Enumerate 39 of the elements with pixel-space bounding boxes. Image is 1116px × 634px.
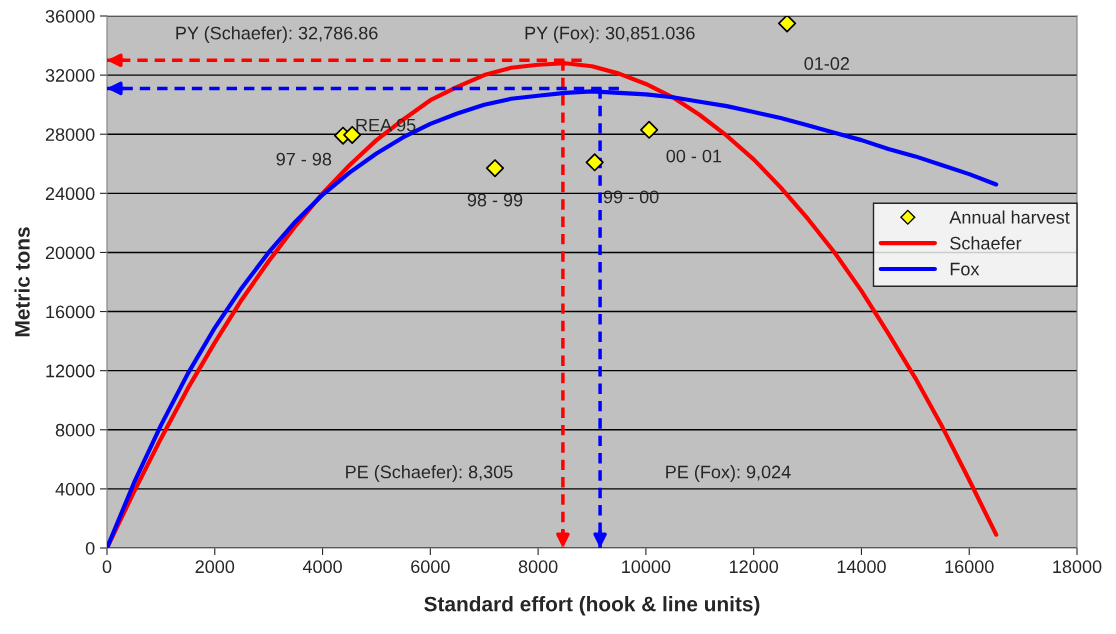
x-tick-label: 4000 <box>302 560 342 574</box>
x-tick-label: 16000 <box>945 560 994 574</box>
x-tick-label: 12000 <box>729 560 779 574</box>
y-tick-label: 12000 <box>46 364 95 378</box>
x-tick-label: 14000 <box>837 560 886 574</box>
legend-label: Schaefer <box>950 236 1022 250</box>
annotation: PE (Fox): 9,024 <box>666 465 791 482</box>
legend-label: Annual harvest <box>949 210 1070 224</box>
point <box>585 153 604 172</box>
annotation: PE (Schaefer): 8,305 <box>346 465 513 482</box>
x-tick-label: 18000 <box>1053 560 1102 574</box>
point <box>778 16 797 33</box>
annotation: PY (Schaefer): 32,786.86 <box>176 26 378 44</box>
annotation: 98 - 99 <box>467 193 523 207</box>
y-tick-label: 0 <box>85 541 95 555</box>
point <box>640 120 659 139</box>
y-tick-label: 36000 <box>45 9 95 23</box>
annotation: 01-02 <box>804 57 850 70</box>
x-tick-label: 0 <box>102 560 112 574</box>
annotation: PY (Fox): 30,851.036 <box>525 26 695 44</box>
y-tick-label: 32000 <box>45 69 95 82</box>
annotation: 00 - 01 <box>666 149 722 163</box>
point <box>485 159 505 178</box>
annotation: 99 - 00 <box>603 190 659 204</box>
y-tick-label: 28000 <box>45 128 95 141</box>
x-tick-label: 2000 <box>195 560 235 574</box>
y-tick-label: 20000 <box>45 246 95 260</box>
x-tick-label: 6000 <box>411 560 450 574</box>
annotation: REA 95 <box>356 118 416 132</box>
y-tick-label: 4000 <box>55 482 95 496</box>
annotation: 97 - 98 <box>276 152 332 166</box>
y-tick-label: 16000 <box>46 305 95 319</box>
x-tick-label: 8000 <box>518 560 558 574</box>
x-tick-label: 10000 <box>622 560 671 574</box>
y-tick-label: 8000 <box>55 423 95 437</box>
y-tick-label: 24000 <box>45 187 95 201</box>
legend-label: Fox <box>950 262 980 276</box>
x-axis-title: Standard effort (hook & line units) <box>424 596 760 616</box>
y-axis-title: Metric tons <box>14 227 30 337</box>
